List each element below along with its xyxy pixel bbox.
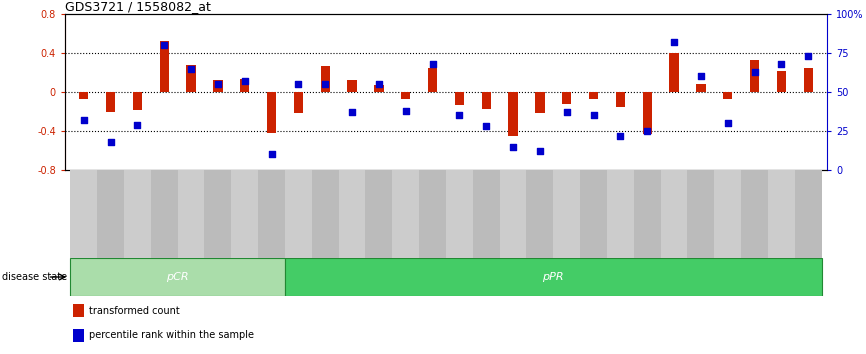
- Bar: [73, 329, 84, 342]
- Point: [211, 81, 225, 87]
- Point: [346, 109, 359, 115]
- Bar: [339, 170, 365, 258]
- Point: [721, 120, 734, 126]
- Point: [640, 128, 654, 134]
- Bar: [562, 92, 572, 104]
- Point: [586, 113, 600, 118]
- Bar: [768, 170, 795, 258]
- Bar: [669, 53, 679, 92]
- Bar: [419, 170, 446, 258]
- Point: [613, 133, 627, 138]
- Bar: [365, 170, 392, 258]
- Bar: [795, 170, 822, 258]
- Bar: [312, 170, 339, 258]
- Point: [77, 117, 91, 123]
- Bar: [455, 92, 464, 105]
- Point: [774, 61, 788, 67]
- Bar: [132, 92, 142, 110]
- Bar: [446, 170, 473, 258]
- Bar: [777, 71, 786, 92]
- Bar: [535, 92, 545, 114]
- Bar: [607, 170, 634, 258]
- Bar: [661, 170, 688, 258]
- Bar: [294, 92, 303, 114]
- Point: [452, 113, 466, 118]
- Point: [131, 122, 145, 127]
- Point: [667, 39, 681, 45]
- Text: pPR: pPR: [542, 272, 564, 282]
- Bar: [688, 170, 714, 258]
- Bar: [374, 85, 384, 92]
- Bar: [347, 80, 357, 92]
- Bar: [204, 170, 231, 258]
- Point: [265, 152, 279, 157]
- Bar: [73, 304, 84, 317]
- Bar: [258, 170, 285, 258]
- Bar: [714, 170, 741, 258]
- Bar: [589, 92, 598, 99]
- Bar: [392, 170, 419, 258]
- Point: [479, 124, 493, 129]
- Point: [694, 74, 708, 79]
- Bar: [213, 80, 223, 92]
- Point: [399, 108, 413, 114]
- Bar: [634, 170, 661, 258]
- Bar: [70, 258, 285, 296]
- Bar: [186, 65, 196, 92]
- Bar: [750, 60, 759, 92]
- Point: [559, 109, 573, 115]
- Text: percentile rank within the sample: percentile rank within the sample: [89, 330, 255, 340]
- Bar: [723, 92, 733, 99]
- Bar: [178, 170, 204, 258]
- Bar: [553, 170, 580, 258]
- Point: [533, 148, 546, 154]
- Point: [426, 61, 440, 67]
- Bar: [106, 92, 115, 112]
- Text: transformed count: transformed count: [89, 306, 180, 316]
- Bar: [159, 41, 169, 92]
- Bar: [500, 170, 527, 258]
- Bar: [696, 84, 706, 92]
- Bar: [240, 79, 249, 92]
- Bar: [320, 66, 330, 92]
- Point: [319, 81, 333, 87]
- Point: [184, 66, 198, 72]
- Bar: [508, 92, 518, 136]
- Bar: [231, 170, 258, 258]
- Point: [506, 144, 520, 149]
- Point: [158, 42, 171, 48]
- Point: [372, 81, 386, 87]
- Text: GDS3721 / 1558082_at: GDS3721 / 1558082_at: [65, 0, 210, 13]
- Bar: [401, 92, 410, 99]
- Point: [238, 78, 252, 84]
- Point: [292, 81, 306, 87]
- Point: [104, 139, 118, 145]
- Bar: [124, 170, 151, 258]
- Bar: [285, 258, 822, 296]
- Bar: [70, 170, 97, 258]
- Bar: [616, 92, 625, 107]
- Bar: [97, 170, 124, 258]
- Bar: [741, 170, 768, 258]
- Bar: [428, 68, 437, 92]
- Point: [801, 53, 815, 59]
- Bar: [580, 170, 607, 258]
- Bar: [151, 170, 178, 258]
- Text: disease state: disease state: [2, 272, 67, 282]
- Bar: [79, 92, 88, 99]
- Bar: [527, 170, 553, 258]
- Bar: [267, 92, 276, 133]
- Bar: [285, 170, 312, 258]
- Bar: [481, 92, 491, 109]
- Bar: [473, 170, 500, 258]
- Point: [747, 69, 761, 75]
- Text: pCR: pCR: [166, 272, 189, 282]
- Bar: [804, 68, 813, 92]
- Bar: [643, 92, 652, 134]
